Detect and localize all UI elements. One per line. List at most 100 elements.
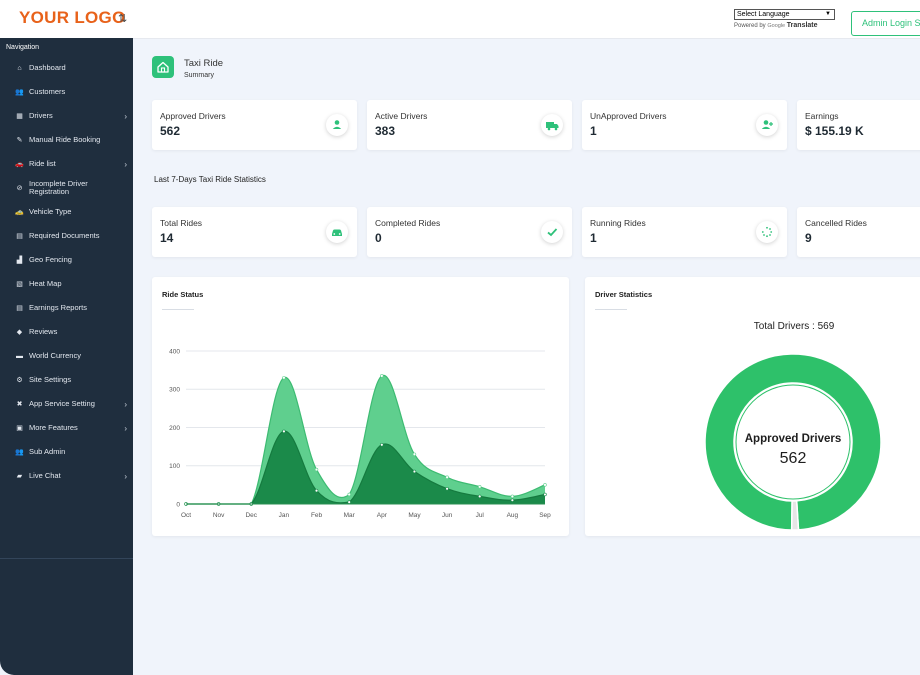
logo[interactable]: YOUR LOGO (19, 8, 126, 27)
series-2-point[interactable] (380, 443, 384, 447)
ride-status-chart: 0 100 200 300 400 Oct Nov Dec Jan Feb Mar Apr May Jun… (169, 348, 551, 519)
series-1-point[interactable] (314, 467, 319, 472)
series-1-point[interactable] (282, 376, 286, 380)
donut-center-value: 562 (780, 450, 807, 467)
y-tick-label: 100 (169, 463, 180, 470)
x-tick-label: Feb (311, 512, 323, 519)
language-select[interactable]: Select Language ▼ (734, 9, 835, 20)
sidebar-item-label: Earnings Reports (29, 303, 87, 312)
series-1-point[interactable] (478, 485, 482, 489)
car-icon: 🚗 (15, 160, 24, 168)
sidebar-item-world-currency[interactable]: ▬ World Currency (15, 349, 127, 363)
tools-icon: ✖ (16, 400, 23, 408)
y-tick-label: 400 (169, 348, 180, 355)
sidebar-item-geo-fencing[interactable]: ▟ Geo Fencing (15, 253, 127, 267)
series-1-point[interactable] (347, 492, 351, 497)
area-chart-icon: ▟ (16, 256, 23, 264)
sidebar-item-live-chat[interactable]: ▰ Live Chat › (15, 469, 127, 483)
x-tick-label: Apr (377, 512, 388, 519)
stat-value: 562 (160, 124, 181, 138)
stat-label: Running Rides (590, 218, 646, 228)
donut-slice-approved-drivers[interactable] (704, 353, 882, 531)
series-2-point[interactable] (347, 500, 351, 504)
running-rides-card[interactable]: Running Rides 1 (582, 207, 787, 257)
stat-label: UnApproved Drivers (590, 111, 667, 121)
sidebar-item-required-documents[interactable]: ▤ Required Documents (15, 229, 127, 243)
chevron-right-icon: › (124, 399, 127, 409)
approved-drivers-card[interactable]: Approved Drivers 562 (152, 100, 357, 150)
completed-rides-card[interactable]: Completed Rides 0 (367, 207, 572, 257)
sidebar-item-earnings-reports[interactable]: ▤ Earnings Reports (15, 301, 127, 315)
series-1-point[interactable] (445, 475, 449, 479)
x-tick-label: Dec (245, 512, 257, 519)
home-icon (152, 56, 174, 78)
money-icon: ▬ (16, 352, 23, 360)
active-drivers-card[interactable]: Active Drivers 383 (367, 100, 572, 150)
series-1-point[interactable] (543, 483, 547, 487)
series-1-point[interactable] (412, 452, 417, 456)
sidebar-item-label: Reviews (29, 327, 58, 336)
series-1-point[interactable] (510, 494, 515, 499)
sidebar-item-label: Customers (29, 87, 66, 96)
sidebar-item-drivers[interactable]: ▦ Drivers › (15, 109, 127, 123)
powered-by: Powered by Google Translate (734, 22, 818, 29)
check-icon (541, 221, 563, 243)
sidebar-item-vehicle-type[interactable]: 🚕 Vehicle Type (15, 205, 127, 219)
x-tick-label: May (408, 512, 421, 519)
translate-link[interactable]: Translate (786, 22, 818, 29)
stat-value: 1 (590, 231, 597, 245)
sidebar-item-customers[interactable]: 👥 Customers (15, 85, 127, 99)
panel-title: Driver Statistics (595, 290, 653, 299)
series-2-point[interactable] (510, 498, 515, 502)
sidebar-item-label: App Service Setting (29, 399, 95, 408)
x-tick-label: Oct (181, 512, 191, 519)
sidebar-item-label: Dashboard (29, 63, 66, 72)
sidebar-item-more-features[interactable]: ▣ More Features › (15, 421, 127, 435)
earnings-card[interactable]: Earnings $ 155.19 K (797, 100, 920, 150)
sidebar-item-label: Incomplete Driver Registration (29, 179, 88, 196)
stat-label: Earnings (805, 111, 839, 121)
sidebar-item-label: Site Settings (29, 375, 72, 384)
report-icon: ▤ (16, 304, 23, 312)
series-2-point[interactable] (412, 469, 417, 474)
sidebar-item-sub-admin[interactable]: 👥 Sub Admin (15, 445, 127, 459)
truck-icon (541, 114, 563, 136)
user-plus-icon (756, 114, 778, 136)
language-select-value: Select Language (737, 11, 790, 18)
sidebar-item-label: Manual Ride Booking (29, 135, 101, 144)
series-1-point[interactable] (380, 374, 384, 378)
user-slash-icon: ⊘ (16, 184, 23, 192)
stat-value: 14 (160, 231, 174, 245)
sidebar-item-site-settings[interactable]: ⚙ Site Settings (15, 373, 127, 387)
cancelled-rides-card[interactable]: Cancelled Rides 9 (797, 207, 920, 257)
x-tick-label: Jun (442, 512, 453, 519)
sidebar-item-manual-ride-booking[interactable]: ✎ Manual Ride Booking (15, 133, 127, 147)
stat-value: 1 (590, 124, 597, 138)
donut-center-label: Approved Drivers (745, 433, 842, 445)
sidebar-item-app-service-setting[interactable]: ✖ App Service Setting › (15, 397, 127, 411)
total-rides-card[interactable]: Total Rides 14 (152, 207, 357, 257)
series-2-point[interactable] (282, 429, 286, 434)
chat-icon: ▰ (16, 472, 23, 480)
user-group-icon: 👥 (15, 448, 24, 456)
powered-by-text: Powered by (734, 23, 766, 29)
sidebar-item-heat-map[interactable]: ▧ Heat Map (15, 277, 127, 291)
donut-slice-unapproved-drivers[interactable] (790, 500, 800, 531)
series-2-point[interactable] (543, 492, 547, 497)
admin-login-button[interactable]: Admin Login Su (851, 11, 920, 36)
y-tick-label: 300 (169, 387, 180, 394)
map-icon: ▧ (16, 280, 23, 288)
series-2-point[interactable] (478, 494, 482, 499)
sidebar-item-incomplete-driver-registration[interactable]: ⊘ Incomplete Driver Registration (15, 179, 127, 196)
series-2-point[interactable] (445, 487, 449, 491)
y-tick-label: 200 (169, 425, 180, 432)
menu-toggle-icon[interactable]: ⇅ (118, 13, 128, 25)
x-tick-label: Mar (344, 512, 356, 519)
sidebar-item-ride-list[interactable]: 🚗 Ride list › (15, 157, 127, 171)
sidebar-item-reviews[interactable]: ◆ Reviews (15, 325, 127, 339)
stat-value: 9 (805, 231, 812, 245)
unapproved-drivers-card[interactable]: UnApproved Drivers 1 (582, 100, 787, 150)
section-title: Last 7-Days Taxi Ride Statistics (154, 175, 266, 184)
series-2-point[interactable] (314, 488, 319, 493)
sidebar-item-dashboard[interactable]: ⌂ Dashboard (15, 61, 127, 75)
